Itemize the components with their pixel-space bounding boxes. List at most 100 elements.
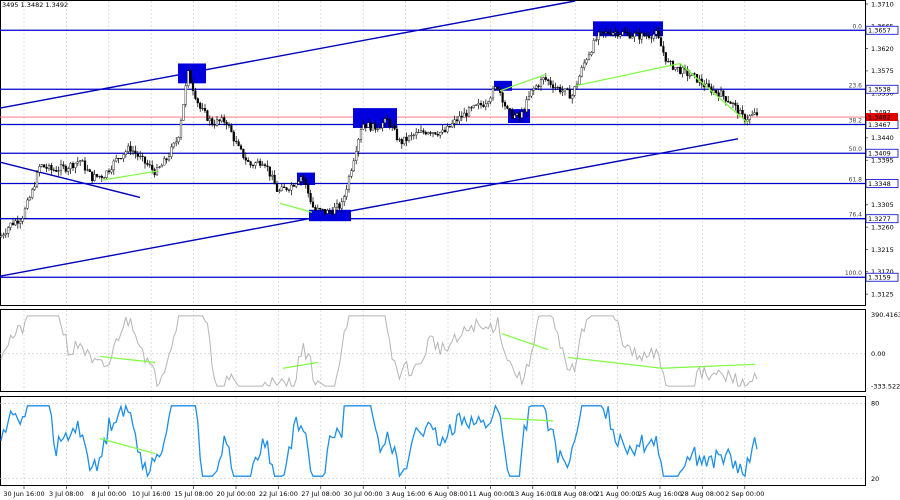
candle-body	[263, 164, 267, 166]
candle-body	[566, 88, 569, 90]
candle-body	[520, 111, 523, 118]
candle-body	[179, 120, 183, 138]
candle-body	[494, 86, 497, 90]
candle-body	[55, 169, 58, 172]
candle-body	[223, 117, 226, 123]
candle-body	[141, 155, 144, 158]
candle-body	[595, 39, 598, 41]
candle-body	[170, 146, 173, 157]
candle-body	[369, 122, 372, 131]
y-tick-label: 1.3260	[871, 223, 894, 231]
candle-body	[105, 170, 108, 178]
x-tick-label: 15 Jul 08:00	[174, 490, 213, 498]
candle-body	[304, 179, 307, 185]
candle-body	[100, 175, 103, 178]
candle-body	[340, 201, 343, 209]
candle-body	[16, 220, 19, 224]
candle-body	[88, 169, 91, 172]
candle-body	[182, 104, 185, 121]
cci-divergence-line	[282, 361, 319, 369]
candle-body	[134, 150, 137, 154]
candle-body	[367, 122, 370, 128]
candle-body	[273, 174, 276, 185]
candle-body	[635, 32, 639, 34]
candle-body	[295, 183, 298, 187]
candle-body	[163, 158, 166, 166]
candle-body	[571, 95, 574, 99]
x-tick-label: 3 Jul 08:00	[49, 490, 84, 498]
x-tick-label: 18 Aug 08:00	[553, 490, 597, 498]
bid-badge	[866, 113, 898, 122]
rsi-panel	[0, 396, 866, 486]
candle-body	[364, 124, 367, 128]
candle-body	[239, 145, 243, 150]
candle-body	[643, 33, 646, 37]
candle-body	[103, 177, 106, 179]
candle-body	[213, 124, 216, 126]
x-tick-label: 30 Jul 00:00	[344, 490, 383, 498]
x-tick-label: 21 Aug 00:00	[596, 490, 640, 498]
channel-upper-line	[0, 0, 576, 109]
x-tick-label: 27 Jul 08:00	[301, 490, 340, 498]
highlight-box	[494, 80, 512, 91]
rsi-tick-label: 80	[871, 400, 879, 408]
level-badge	[865, 214, 899, 224]
candle-body	[59, 164, 63, 171]
fib-percent-label: 50.0	[849, 146, 863, 153]
candle-body	[21, 218, 24, 222]
candle-body	[453, 119, 456, 124]
candle-body	[458, 115, 461, 122]
candle-body	[86, 169, 89, 171]
candle-body	[254, 162, 257, 166]
candle-body	[475, 104, 478, 106]
candle-body	[0, 235, 3, 238]
candle-body	[527, 95, 531, 100]
candle-body	[647, 35, 651, 38]
candle-body	[482, 104, 485, 107]
y-tick-label: 1.3395	[871, 156, 894, 164]
candle-body	[184, 85, 187, 105]
candle-body	[436, 133, 439, 136]
candle-body	[91, 171, 94, 182]
candle-body	[225, 121, 228, 126]
candle-body	[352, 160, 355, 171]
candle-body	[640, 33, 643, 40]
x-tick-label: 13 Aug 16:00	[511, 490, 555, 498]
cci-line	[0, 315, 758, 388]
candle-body	[463, 112, 466, 118]
candle-body	[729, 101, 732, 104]
price-badges: 1.3657 1.3538 1.3467 1.3409 1.3348 1.3277 1.31…	[865, 25, 899, 282]
candle-body	[530, 89, 533, 97]
candle-body	[232, 131, 235, 142]
candle-body	[748, 115, 751, 120]
candle-body	[177, 137, 180, 143]
rsi-indicator: 80 20	[0, 400, 879, 483]
candle-body	[165, 158, 168, 161]
y-tick-label: 1.3710	[871, 0, 894, 8]
level-badge-label: 1.3348	[868, 180, 891, 188]
candle-body	[117, 158, 120, 160]
candle-body	[38, 166, 41, 173]
candle-body	[314, 207, 317, 211]
candle-body	[407, 135, 411, 141]
candle-body	[412, 134, 415, 136]
candle-body	[599, 31, 603, 33]
level-badge	[865, 179, 899, 188]
candle-body	[415, 132, 418, 136]
candle-body	[196, 98, 199, 104]
candle-body	[607, 31, 610, 34]
trend-channel	[0, 0, 739, 277]
candle-body	[98, 175, 101, 177]
candle-body	[191, 82, 195, 92]
candle-body	[734, 102, 737, 106]
candle-body	[268, 166, 271, 177]
level-badge-label: 1.3409	[868, 150, 891, 158]
candle-body	[33, 186, 36, 190]
candle-body	[331, 211, 334, 215]
candle-body	[297, 181, 300, 184]
candle-body	[151, 164, 154, 170]
candle-body	[203, 108, 207, 111]
candle-body	[662, 45, 665, 53]
candle-body	[307, 184, 310, 194]
y-tick-label: 1.3440	[871, 134, 894, 142]
